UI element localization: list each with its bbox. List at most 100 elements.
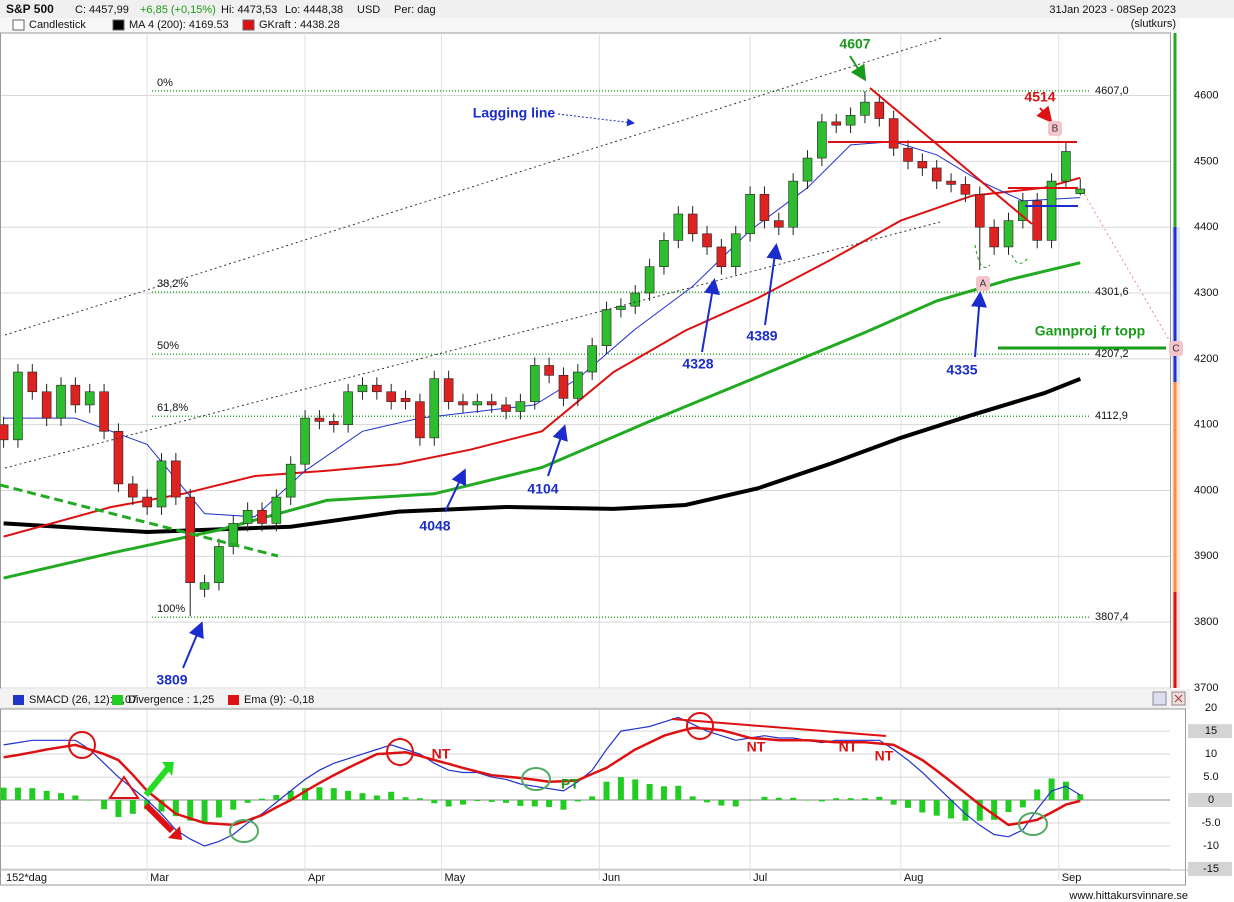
macd-frame [0, 708, 1186, 886]
point-box [976, 276, 990, 291]
change: +6,85 (+0,15%) [140, 4, 216, 16]
candle-body [214, 546, 224, 583]
divergence-bar [215, 800, 222, 818]
legend-swatch [112, 695, 123, 705]
divergence-bar [732, 800, 739, 807]
divergence-bar [531, 800, 538, 807]
divergence-bar [689, 796, 696, 801]
candle-body [501, 404, 511, 412]
arrow [764, 243, 783, 326]
candle-body [1003, 220, 1014, 248]
divergence-bar [589, 796, 596, 801]
candle-body [41, 391, 52, 419]
divergence-bar [933, 800, 940, 816]
divergence-bar [962, 800, 969, 821]
divergence-bar [747, 800, 754, 801]
divergence-bar [101, 800, 108, 810]
annotation: NT [747, 739, 766, 755]
x-tick-label: May [444, 872, 465, 884]
y-tick-label: 15 [1205, 725, 1217, 737]
candle-body [357, 384, 368, 393]
candle-body [831, 121, 842, 126]
triangle [108, 775, 140, 799]
arrow [547, 424, 568, 477]
divergence-bar [287, 790, 294, 801]
fib-label: 50% [157, 340, 179, 352]
divergence-bar [316, 787, 323, 801]
y-tick-label: -5.0 [1202, 817, 1221, 829]
candle-body [386, 391, 396, 402]
arrow [971, 291, 988, 358]
candle-body [70, 384, 81, 406]
divergence-bar [431, 800, 438, 804]
divergence-bar [1077, 794, 1084, 801]
candle-body [1046, 180, 1057, 241]
divergence-bar [761, 796, 768, 801]
date-range: 31Jan 2023 - 08Sep 2023 [1049, 4, 1176, 16]
candle-body [0, 424, 9, 441]
candle-body [443, 378, 454, 402]
candle-body [1032, 200, 1043, 241]
tick-box [1188, 793, 1232, 808]
period-label: 152*dag [6, 872, 47, 884]
macd-legend-bar [0, 689, 1190, 709]
fib-value-label: 4301,6 [1095, 286, 1129, 298]
legend-label: Ema (9): -0,18 [244, 694, 314, 706]
candle-body [817, 121, 827, 159]
x-tick-label: Aug [904, 872, 924, 884]
candle-body [271, 496, 282, 524]
divergence-bar [876, 796, 883, 801]
divergence-bar [546, 800, 553, 807]
y-tick-label: -15 [1203, 863, 1219, 875]
y-tick-label: 4200 [1194, 353, 1218, 365]
divergence-bar [29, 788, 36, 801]
x-tick-label: Mar [150, 872, 169, 884]
plot-layers: 3700 3800 3900 4000 4100 4200 4300 4400 4500 4600… [0, 19, 1232, 884]
candle-body [328, 421, 339, 425]
candle-body [27, 371, 38, 393]
divergence-bar [0, 787, 7, 801]
annotation: 4514 [1024, 89, 1055, 105]
candle-body [702, 233, 712, 248]
divergence-bar [230, 800, 237, 810]
candle-body [242, 509, 253, 524]
divergence-bar [847, 798, 854, 801]
candle-body [573, 371, 583, 399]
candle-body [400, 398, 411, 402]
y-tick-label: 4600 [1194, 89, 1218, 101]
candle-body [544, 365, 554, 376]
y-tick-label: 3800 [1194, 616, 1218, 628]
divergence-bar [991, 800, 998, 820]
candle-body [458, 401, 468, 406]
candle-body [142, 496, 152, 508]
divergence-bar [1034, 789, 1041, 801]
candle-body [472, 401, 483, 406]
candle-body [730, 233, 741, 267]
candle-body [774, 220, 784, 228]
candle-body [56, 384, 66, 419]
divergence-bar [560, 800, 567, 810]
candle-body [974, 193, 985, 228]
y-tick-label: 10 [1205, 748, 1217, 760]
tool-button[interactable] [1152, 691, 1167, 706]
divergence-bar [302, 788, 309, 801]
close: C: 4457,99 [75, 4, 129, 16]
candle-body [860, 101, 870, 116]
y-tick-label: 4000 [1194, 484, 1218, 496]
curve [1011, 254, 1029, 264]
divergence-bar [273, 795, 280, 801]
divergence-bar [976, 800, 983, 821]
divergence-bar [359, 793, 366, 801]
arrow-head [168, 826, 182, 840]
marker-ellipse [521, 767, 551, 791]
divergence-bar [14, 787, 21, 801]
y-tick-label: 3900 [1194, 550, 1218, 562]
fib-label: 38,2% [157, 278, 188, 290]
divergence-bar [833, 798, 840, 801]
candle-body [587, 345, 597, 373]
legend-swatch [228, 695, 239, 705]
x-tick-label: Jul [753, 872, 767, 884]
candle-body [372, 384, 382, 393]
candle-body [429, 378, 440, 439]
candle-body [285, 463, 296, 498]
